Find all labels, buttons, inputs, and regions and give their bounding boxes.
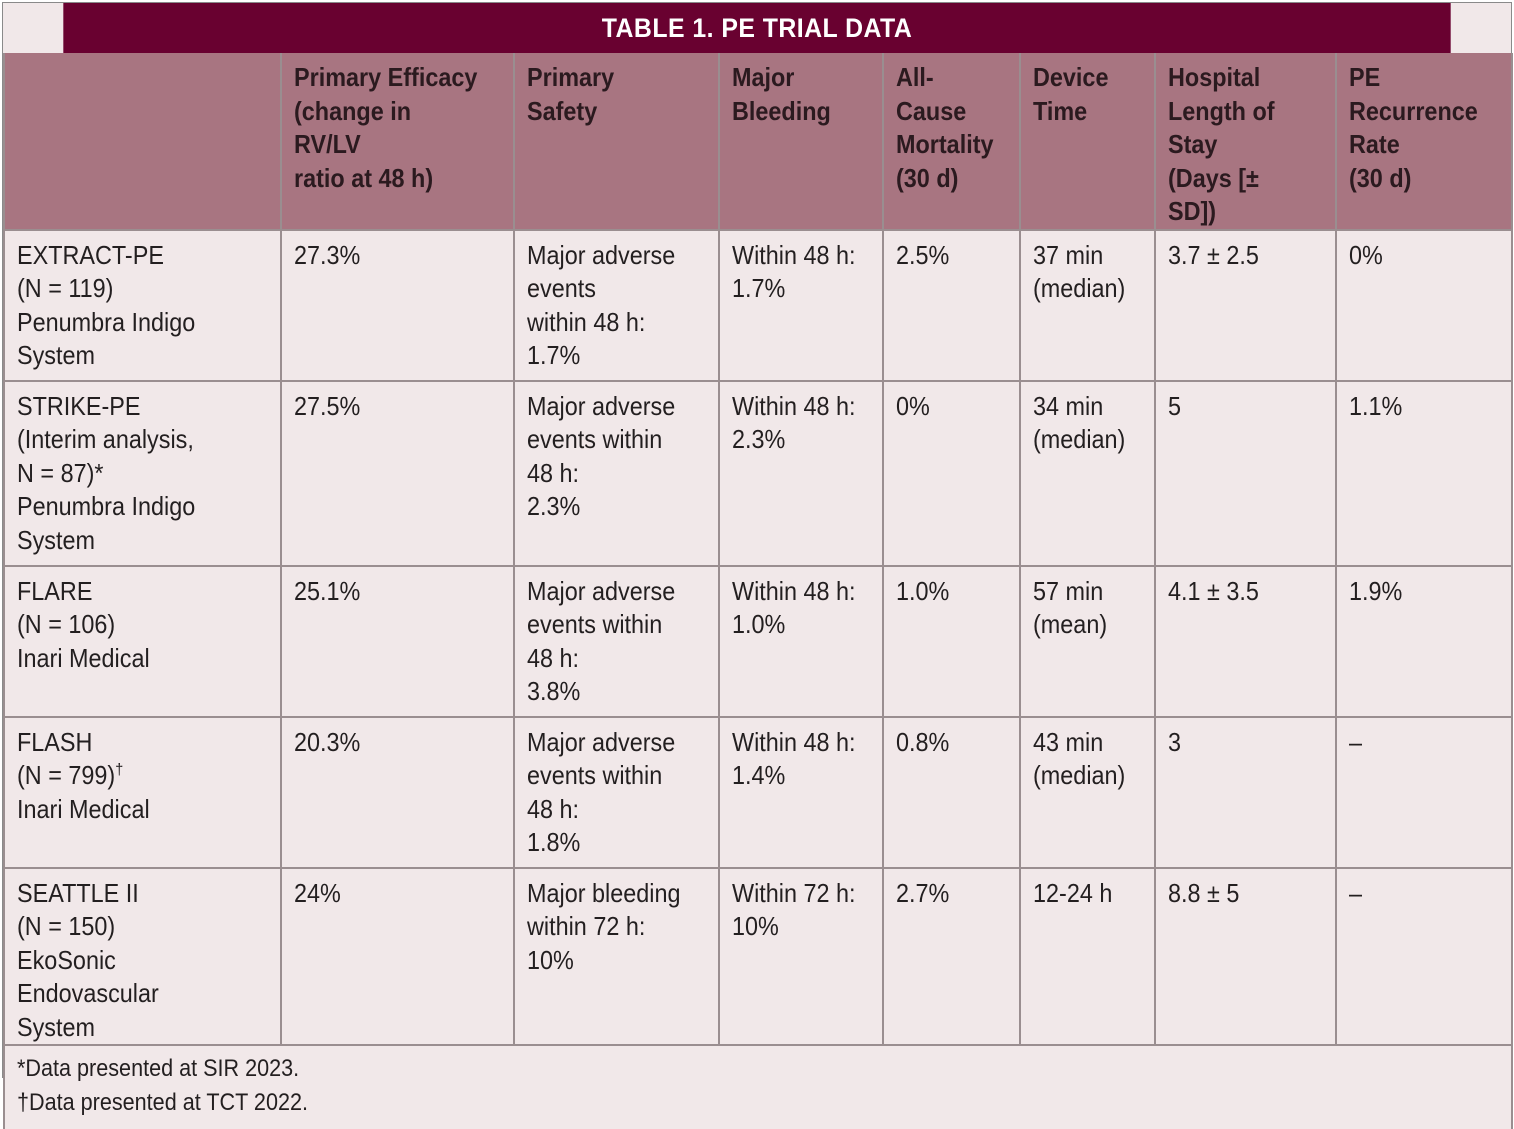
- cell-safety: Major bleeding within 72 h: 10%: [513, 866, 720, 1046]
- header-cell-primary-efficacy: Primary Efficacy (change in RV/LV ratio …: [280, 53, 515, 231]
- cell-safety: Major adverse events within 48 h: 1.7%: [513, 228, 720, 382]
- cell-recurrence: 1.1%: [1335, 379, 1513, 567]
- cell-device-time: 57 min (mean): [1019, 564, 1156, 718]
- footnotes-cell: *Data presented at SIR 2023. †Data presen…: [3, 1044, 1513, 1129]
- cell-efficacy: 24%: [280, 866, 515, 1046]
- cell-efficacy: 27.3%: [280, 228, 515, 382]
- table-row: FLARE (N = 106) Inari Medical 25.1% Majo…: [3, 564, 1513, 718]
- cell-length-of-stay: 3.7 ± 2.5: [1154, 228, 1337, 382]
- cell-mortality: 1.0%: [882, 564, 1021, 718]
- cell-trial: EXTRACT-PE (N = 119) Penumbra Indigo Sys…: [3, 228, 282, 382]
- cell-safety: Major adverse events within 48 h: 2.3%: [513, 379, 720, 567]
- footnote-row: *Data presented at SIR 2023. †Data presen…: [3, 1044, 1513, 1129]
- cell-safety: Major adverse events within 48 h: 1.8%: [513, 715, 720, 869]
- header-cell-device-time: Device Time: [1019, 53, 1156, 231]
- cell-trial: FLASH (N = 799)† Inari Medical: [3, 715, 282, 869]
- cell-device-time: 12-24 h: [1019, 866, 1156, 1046]
- cell-device-time: 37 min (median): [1019, 228, 1156, 382]
- cell-safety: Major adverse events within 48 h: 3.8%: [513, 564, 720, 718]
- cell-bleeding: Within 48 h: 1.4%: [718, 715, 884, 869]
- cell-trial: FLARE (N = 106) Inari Medical: [3, 564, 282, 718]
- cell-length-of-stay: 4.1 ± 3.5: [1154, 564, 1337, 718]
- pe-trial-table: Primary Efficacy (change in RV/LV ratio …: [3, 53, 1513, 1129]
- cell-mortality: 0.8%: [882, 715, 1021, 869]
- cell-trial: SEATTLE II (N = 150) EkoSonic Endovascul…: [3, 866, 282, 1046]
- table-row: FLASH (N = 799)† Inari Medical 20.3% Major…: [3, 715, 1513, 869]
- cell-bleeding: Within 48 h: 2.3%: [718, 379, 884, 567]
- header-cell-major-bleeding: Major Bleeding: [718, 53, 884, 231]
- cell-mortality: 2.5%: [882, 228, 1021, 382]
- trial-n: (N = 799): [17, 760, 116, 790]
- cell-efficacy: 25.1%: [280, 564, 515, 718]
- cell-length-of-stay: 5: [1154, 379, 1337, 567]
- cell-device-time: 34 min (median): [1019, 379, 1156, 567]
- cell-bleeding: Within 72 h: 10%: [718, 866, 884, 1046]
- cell-length-of-stay: 3: [1154, 715, 1337, 869]
- cell-length-of-stay: 8.8 ± 5: [1154, 866, 1337, 1046]
- cell-mortality: 0%: [882, 379, 1021, 567]
- table-row: EXTRACT-PE (N = 119) Penumbra Indigo Sys…: [3, 228, 1513, 382]
- cell-efficacy: 27.5%: [280, 379, 515, 567]
- header-row: Primary Efficacy (change in RV/LV ratio …: [3, 53, 1513, 231]
- table-row: SEATTLE II (N = 150) EkoSonic Endovascul…: [3, 866, 1513, 1046]
- cell-efficacy: 20.3%: [280, 715, 515, 869]
- cell-trial: STRIKE-PE (Interim analysis, N = 87)* Pe…: [3, 379, 282, 567]
- cell-recurrence: –: [1335, 715, 1513, 869]
- table-title: TABLE 1. PE TRIAL DATA: [63, 3, 1451, 53]
- footnote-mark: †: [115, 761, 124, 779]
- header-cell-primary-safety: Primary Safety: [513, 53, 720, 231]
- cell-mortality: 2.7%: [882, 866, 1021, 1046]
- cell-recurrence: 1.9%: [1335, 564, 1513, 718]
- cell-recurrence: –: [1335, 866, 1513, 1046]
- footnote-1: *Data presented at SIR 2023.: [17, 1055, 300, 1082]
- cell-bleeding: Within 48 h: 1.7%: [718, 228, 884, 382]
- cell-recurrence: 0%: [1335, 228, 1513, 382]
- trial-device: Inari Medical: [17, 793, 150, 824]
- table-row: STRIKE-PE (Interim analysis, N = 87)* Pe…: [3, 379, 1513, 567]
- header-cell-hospital-length-of-stay: Hospital Length of Stay (Days [± SD]): [1154, 53, 1337, 231]
- cell-device-time: 43 min (median): [1019, 715, 1156, 869]
- header-cell-pe-recurrence-rate: PE Recurrence Rate (30 d): [1335, 53, 1513, 231]
- header-cell-trial: [3, 53, 282, 231]
- cell-bleeding: Within 48 h: 1.0%: [718, 564, 884, 718]
- trial-name: FLASH: [17, 726, 93, 757]
- footnote-2: †Data presented at TCT 2022.: [17, 1089, 308, 1116]
- header-cell-all-cause-mortality: All-Cause Mortality (30 d): [882, 53, 1021, 231]
